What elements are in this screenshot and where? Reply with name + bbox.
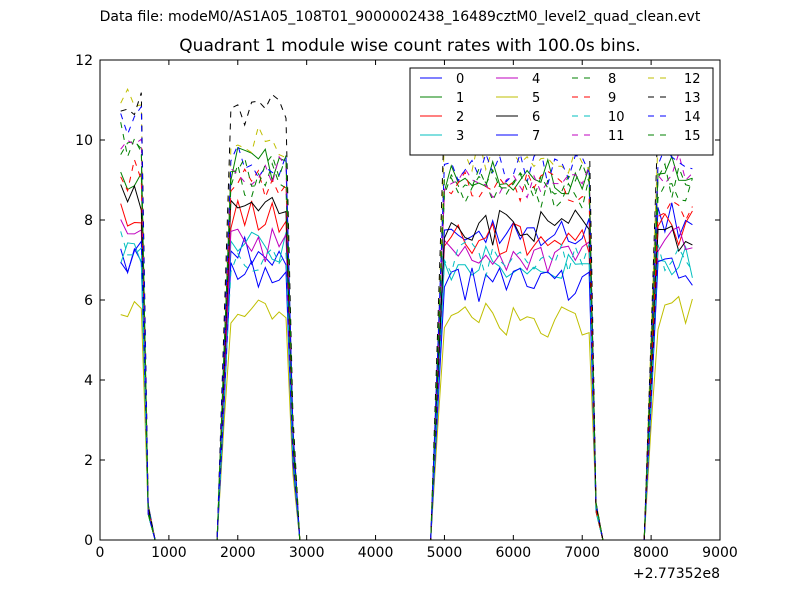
x-tick-label: 0	[96, 545, 105, 561]
series-line-15	[120, 122, 693, 541]
series-line-0	[120, 202, 693, 541]
legend-label: 12	[684, 72, 701, 87]
series-line-9	[120, 157, 693, 541]
legend-label: 8	[608, 72, 616, 87]
legend-label: 14	[684, 110, 701, 125]
series-line-11	[120, 138, 693, 541]
legend-label: 6	[532, 110, 540, 125]
legend-label: 2	[456, 110, 464, 125]
x-tick-label: 7000	[564, 545, 600, 561]
y-tick-label: 12	[75, 53, 93, 69]
series-line-13	[120, 92, 693, 541]
legend-label: 4	[532, 72, 540, 87]
plot-lines	[120, 87, 693, 541]
y-tick-label: 0	[84, 533, 93, 549]
series-line-5	[120, 295, 693, 541]
x-tick-label: 3000	[289, 545, 325, 561]
x-tick-label: 9000	[702, 545, 738, 561]
x-tick-label: 4000	[358, 545, 394, 561]
series-line-2	[120, 198, 693, 541]
chart-title: Quadrant 1 module wise count rates with …	[179, 36, 641, 56]
legend-box	[409, 67, 714, 156]
legend-label: 13	[684, 91, 701, 106]
legend-label: 3	[456, 129, 464, 144]
axis-ticks: 0 1000 2000 3000 4000 5000 6000 7000 8000 9000 0 2 4…	[75, 53, 738, 561]
legend-label: 15	[684, 129, 701, 144]
series-line-8	[120, 140, 693, 541]
x-tick-label: 5000	[427, 545, 463, 561]
legend-label: 5	[532, 91, 540, 106]
series-line-12	[120, 87, 693, 541]
legend-label: 1	[456, 91, 464, 106]
legend-label: 10	[608, 110, 625, 125]
x-tick-label: 6000	[496, 545, 532, 561]
series-line-10	[120, 231, 693, 541]
y-tick-label: 6	[84, 293, 93, 309]
y-tick-label: 2	[84, 453, 93, 469]
legend-label: 7	[532, 129, 540, 144]
chart-suptitle: Data file: modeM0/AS1A05_108T01_90000024…	[99, 9, 701, 25]
legend-label: 11	[608, 129, 625, 144]
x-tick-label: 2000	[220, 545, 256, 561]
x-tick-label: 8000	[633, 545, 669, 561]
x-offset-label: +2.77352e8	[633, 566, 720, 582]
y-tick-label: 10	[75, 133, 93, 149]
legend-label: 9	[608, 91, 616, 106]
legend-label: 0	[456, 72, 464, 87]
series-line-3	[120, 231, 693, 541]
series-line-7	[120, 239, 693, 541]
series-line-4	[120, 219, 693, 541]
series-line-14	[120, 105, 693, 541]
series-line-1	[120, 147, 693, 541]
x-tick-label: 1000	[151, 545, 187, 561]
y-tick-label: 8	[84, 213, 93, 229]
series-line-6	[120, 184, 693, 541]
y-tick-label: 4	[84, 373, 93, 389]
